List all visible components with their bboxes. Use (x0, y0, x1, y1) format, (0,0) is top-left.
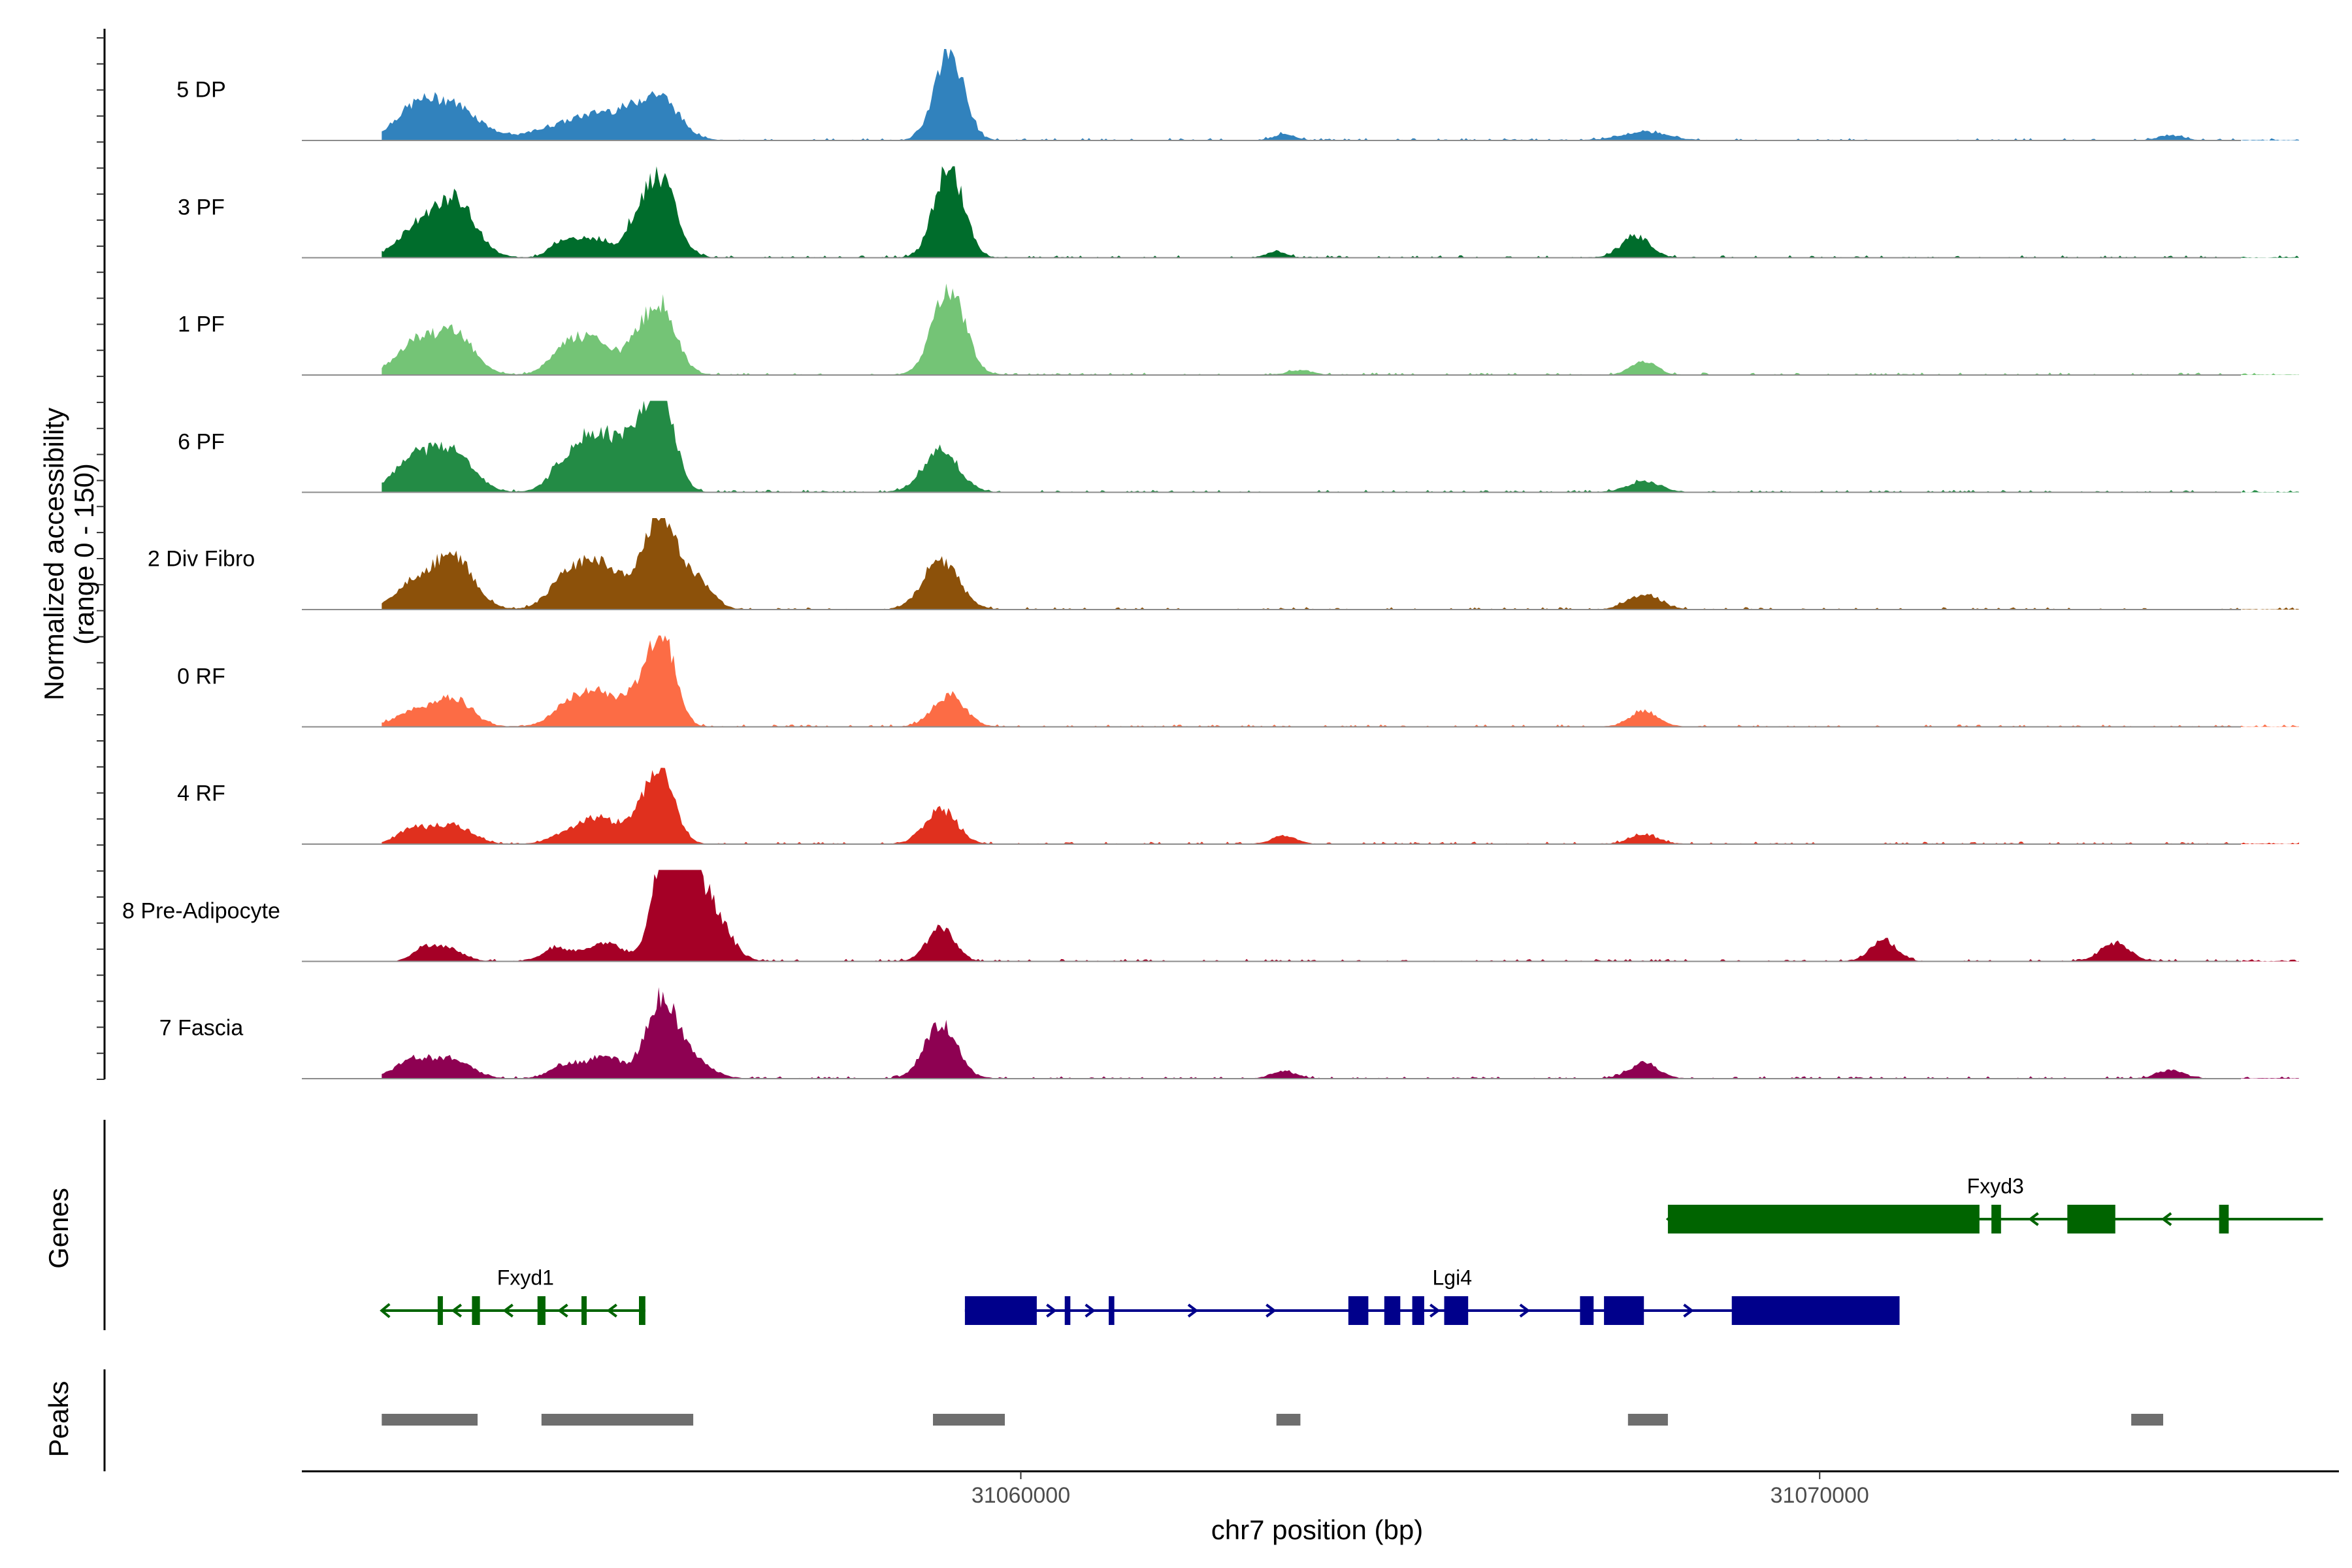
y-axis-label: Normalized accessibility (range 0 - 150) (39, 408, 99, 700)
track-5-dp (302, 49, 2299, 141)
track-label: 1 PF (178, 312, 225, 337)
strand-arrow (380, 1303, 391, 1318)
gene-exon (1384, 1296, 1401, 1325)
peak-region (2131, 1414, 2163, 1426)
x-tick-label: 31060000 (971, 1483, 1071, 1508)
genes-track-label: Genes (43, 1188, 74, 1269)
gene-exon (1991, 1205, 2001, 1233)
track-3-pf (302, 166, 2299, 259)
gene-label: Fxyd3 (1967, 1174, 2024, 1198)
gene-exon (639, 1296, 645, 1325)
peak-track (382, 1414, 2163, 1426)
gene-exon (472, 1296, 480, 1325)
coverage-area (382, 166, 2299, 258)
coverage-tracks (302, 49, 2299, 1079)
track-label: 2 Div Fibro (147, 546, 255, 572)
peak-region (1276, 1414, 1301, 1426)
coverage-area (382, 635, 2299, 727)
track-label: 0 RF (177, 664, 225, 689)
peak-region (1627, 1414, 1668, 1426)
gene-exon (1064, 1296, 1071, 1325)
coverage-area (382, 49, 2299, 140)
coverage-area (382, 987, 2299, 1079)
strand-arrow (1046, 1303, 1057, 1318)
peaks-track-label: Peaks (43, 1380, 74, 1458)
strand-arrow (2161, 1212, 2172, 1226)
track-4-rf (302, 768, 2299, 845)
gene-exon (2067, 1205, 2115, 1233)
track-label: 3 PF (178, 195, 225, 220)
gene-exon (581, 1296, 587, 1325)
strand-arrow (1266, 1303, 1277, 1318)
track-label: 6 PF (178, 429, 225, 454)
track-8-pre-adipocyte (302, 870, 2299, 962)
strand-arrow (1429, 1303, 1441, 1318)
y-axis-range: (range 0 - 150) (69, 463, 99, 645)
gene-exon (1667, 1205, 1980, 1233)
gene-exon (1109, 1296, 1115, 1325)
strand-arrow (606, 1303, 617, 1318)
gene-exon (537, 1296, 546, 1325)
track-6-pf (302, 400, 2299, 493)
gene-fxyd1 (380, 1296, 645, 1325)
coverage-area (382, 870, 2299, 962)
coverage-area (382, 518, 2299, 610)
gene-exon (1444, 1296, 1469, 1325)
gene-exon (2219, 1205, 2229, 1233)
strand-arrow (1519, 1303, 1531, 1318)
strand-arrow (451, 1303, 463, 1318)
strand-arrow (1683, 1303, 1694, 1318)
track-label: 4 RF (177, 781, 225, 806)
coverage-area (382, 768, 2299, 844)
gene-track (380, 1205, 2323, 1325)
track-label: 7 Fascia (159, 1015, 244, 1041)
gene-exon (1412, 1296, 1424, 1325)
gene-exon (964, 1296, 1037, 1325)
peak-region (933, 1414, 1005, 1426)
coverage-area (382, 284, 2299, 375)
track-label: 8 Pre-Adipocyte (122, 898, 280, 923)
track-2-div-fibro (302, 518, 2299, 610)
coverage-area (382, 400, 2299, 493)
gene-label: Fxyd1 (497, 1266, 554, 1290)
track-0-rf (302, 635, 2299, 728)
strand-arrow (502, 1303, 514, 1318)
gene-exon (1731, 1296, 1900, 1325)
gene-exon (1580, 1296, 1594, 1325)
strand-arrow (2028, 1212, 2039, 1226)
y-axis-title: Normalized accessibility (39, 407, 69, 701)
strand-arrow (1085, 1303, 1096, 1318)
gene-label: Lgi4 (1432, 1266, 1473, 1290)
gene-exon (1604, 1296, 1644, 1325)
peak-region (541, 1414, 694, 1426)
track-1-pf (302, 284, 2299, 376)
track-label: 5 DP (176, 77, 226, 103)
axes (97, 29, 2339, 1479)
gene-exon (437, 1296, 443, 1325)
x-axis-label: chr7 position (bp) (1211, 1514, 1424, 1545)
gene-fxyd3 (1665, 1205, 2323, 1233)
peak-region (382, 1414, 478, 1426)
strand-arrow (1187, 1303, 1199, 1318)
x-tick-label: 31070000 (1770, 1483, 1869, 1508)
gene-exon (1348, 1296, 1369, 1325)
track-7-fascia (302, 987, 2299, 1079)
gene-lgi4 (964, 1296, 1900, 1325)
strand-arrow (557, 1303, 568, 1318)
